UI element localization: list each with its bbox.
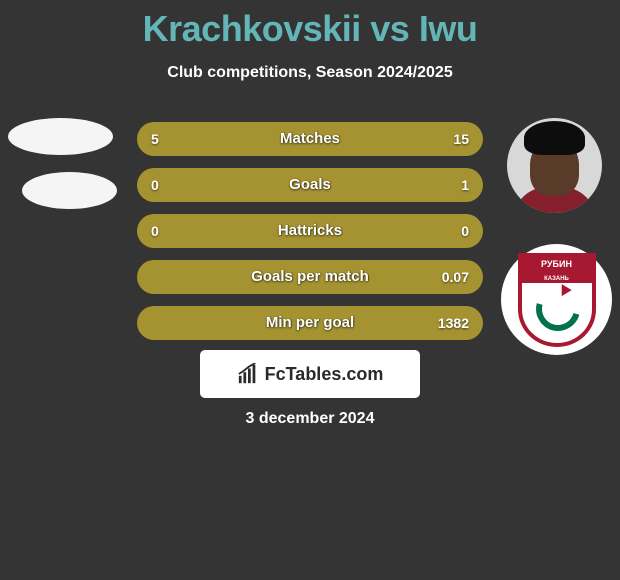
chart-icon xyxy=(237,363,259,385)
stat-right-value: 0 xyxy=(461,214,469,248)
stat-label: Matches xyxy=(137,122,483,156)
left-club-badge xyxy=(22,172,117,209)
stat-right-value: 1382 xyxy=(438,306,469,340)
stat-right-value: 0.07 xyxy=(442,260,469,294)
club-name-top: РУБИН xyxy=(541,259,572,269)
stat-row-goals-per-match: Goals per match 0.07 xyxy=(137,260,483,294)
stat-row-min-per-goal: Min per goal 1382 xyxy=(137,306,483,340)
stat-row-goals: 0 Goals 1 xyxy=(137,168,483,202)
right-club-badge: РУБИН КАЗАНЬ xyxy=(501,244,612,355)
right-player-avatar xyxy=(507,118,602,213)
date-text: 3 december 2024 xyxy=(0,410,620,428)
stat-row-matches: 5 Matches 15 xyxy=(137,122,483,156)
branding-text: FcTables.com xyxy=(265,364,384,385)
stat-label: Min per goal xyxy=(137,306,483,340)
stats-container: 5 Matches 15 0 Goals 1 0 Hattricks 0 Goa… xyxy=(137,122,483,352)
branding-badge: FcTables.com xyxy=(200,350,420,398)
club-name-sub: КАЗАНЬ xyxy=(544,276,569,282)
subtitle: Club competitions, Season 2024/2025 xyxy=(0,64,620,82)
stat-label: Goals per match xyxy=(137,260,483,294)
stat-label: Hattricks xyxy=(137,214,483,248)
stat-right-value: 15 xyxy=(453,122,469,156)
stat-label: Goals xyxy=(137,168,483,202)
page-title: Krachkovskii vs Iwu xyxy=(0,0,620,50)
stat-right-value: 1 xyxy=(461,168,469,202)
left-player-avatar xyxy=(8,118,113,155)
stat-row-hattricks: 0 Hattricks 0 xyxy=(137,214,483,248)
